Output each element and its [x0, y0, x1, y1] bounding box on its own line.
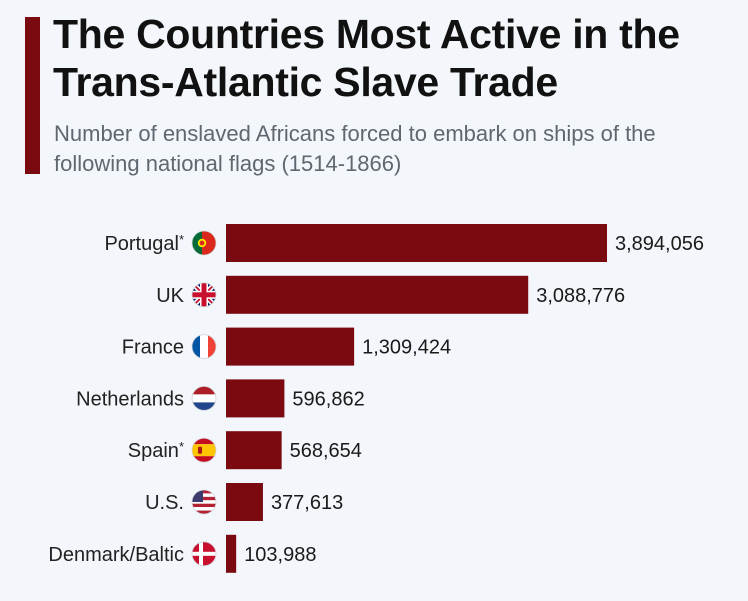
- accent-bar: [25, 17, 40, 174]
- bar-row: U.S. 377,613: [145, 483, 343, 521]
- france-flag-icon: [191, 334, 217, 360]
- value-label: 1,309,424: [362, 337, 451, 359]
- value-label: 3,894,056: [615, 233, 704, 255]
- bar: [226, 431, 282, 470]
- bar-row: Denmark/Baltic 103,988: [48, 534, 316, 573]
- bar-row: UK 3,088,776: [156, 275, 625, 314]
- value-label: 377,613: [271, 492, 343, 514]
- value-label: 103,988: [244, 544, 316, 566]
- bar-row: Portugal* 3,894,056: [104, 224, 704, 262]
- value-label: 596,862: [292, 388, 364, 410]
- spain-flag-icon: [191, 437, 217, 463]
- category-label: Denmark/Baltic: [48, 544, 184, 566]
- category-label: Portugal*: [104, 232, 184, 255]
- bar: [226, 483, 263, 521]
- bar: [226, 534, 237, 573]
- bar: [226, 275, 529, 314]
- uk-flag-icon: [191, 282, 217, 308]
- category-label: Spain*: [128, 439, 184, 462]
- chart-title: The Countries Most Active in the Trans-A…: [53, 11, 680, 105]
- us-flag-icon: [191, 489, 217, 515]
- bar-row: Netherlands 596,862: [76, 379, 365, 418]
- bar: [226, 379, 285, 418]
- category-label: France: [122, 337, 184, 359]
- chart-subtitle: Number of enslaved Africans forced to em…: [54, 121, 656, 176]
- value-label: 3,088,776: [536, 285, 625, 307]
- denmark-flag-icon: [191, 541, 217, 567]
- value-label: 568,654: [290, 440, 362, 462]
- bar: [226, 327, 355, 366]
- netherlands-flag-icon: [191, 385, 217, 411]
- bar-row: France 1,309,424: [122, 327, 451, 366]
- portugal-flag-icon: [191, 230, 217, 256]
- category-label: U.S.: [145, 492, 184, 514]
- category-label: Netherlands: [76, 388, 184, 410]
- bar: [226, 224, 607, 262]
- category-label: UK: [156, 285, 184, 307]
- bars-group: Portugal* 3,894,056 UK 3,088,776 France 1,309…: [48, 224, 704, 573]
- bar-row: Spain* 568,654: [128, 431, 362, 470]
